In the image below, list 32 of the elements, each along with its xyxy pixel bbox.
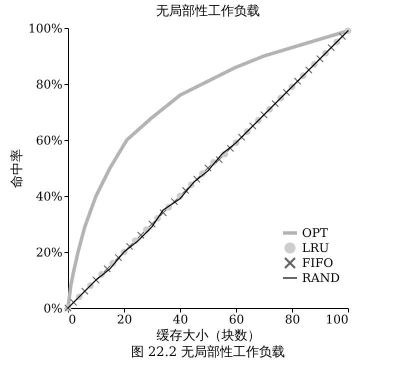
y-tick-label: 20%	[36, 246, 62, 260]
chart-title: 无局部性工作负载	[156, 4, 260, 19]
legend-label: FIFO	[302, 256, 334, 270]
point	[126, 242, 134, 250]
point	[204, 164, 212, 172]
y-tick-label: 40%	[36, 190, 62, 204]
y-tick-label: 80%	[36, 78, 62, 92]
legend-label: RAND	[302, 271, 340, 285]
point	[226, 144, 234, 152]
point	[148, 220, 156, 228]
point	[114, 254, 122, 262]
y-tick-label: 0%	[43, 302, 62, 316]
legend-label: OPT	[302, 226, 328, 240]
x-tick-label: 20	[116, 312, 132, 326]
point	[104, 265, 111, 272]
x-tick-label: 40	[172, 312, 188, 326]
point	[193, 176, 200, 183]
x-tick-label: 80	[284, 312, 300, 326]
point	[160, 209, 167, 216]
x-tick-label: 0	[68, 312, 76, 326]
x-axis-title: 缓存大小（块数）	[156, 328, 260, 344]
x-tick-label: 60	[228, 312, 244, 326]
point	[216, 156, 223, 164]
point	[137, 232, 144, 239]
point	[182, 186, 190, 194]
y-axis-title: 命中率	[9, 149, 26, 188]
y-tick-label: 100%	[28, 22, 62, 36]
x-tick-label: 100	[326, 312, 348, 326]
caption: 图 22.2 无局部性工作负载	[130, 345, 286, 360]
y-tick-label: 60%	[36, 134, 62, 148]
legend-label: LRU	[302, 241, 330, 255]
point	[170, 198, 178, 206]
